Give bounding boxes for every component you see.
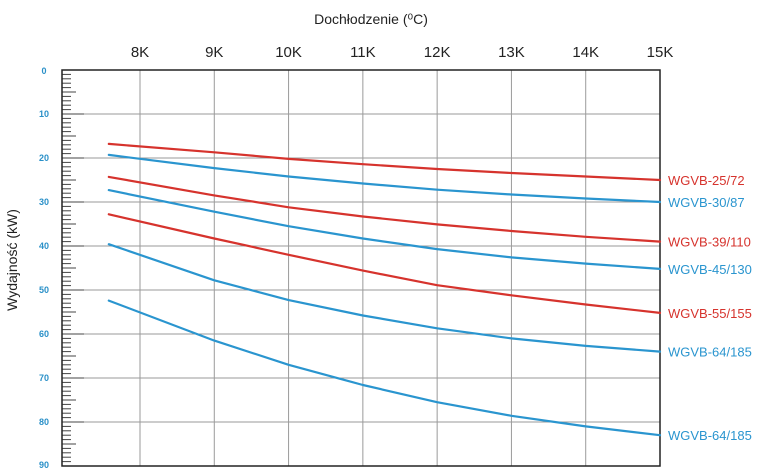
- series-line: [107, 189, 662, 270]
- x-tick-label: 9K: [205, 44, 223, 61]
- x-tick-label: 15K: [647, 44, 674, 61]
- x-tick-label: 11K: [350, 44, 376, 61]
- series-label: WGVB-30/87: [668, 195, 745, 210]
- y-tick-label: 90: [39, 460, 49, 470]
- minor-ticks: [62, 73, 84, 463]
- series-line: [107, 153, 662, 204]
- x-tick-label: 14K: [572, 44, 599, 61]
- y-tick-label: 0: [41, 66, 46, 76]
- series-label: WGVB-39/110: [668, 235, 751, 250]
- y-tick-label: 30: [39, 197, 49, 207]
- y-tick-label: 40: [39, 241, 49, 251]
- x-tick-label: 10K: [275, 44, 302, 61]
- series-line: [107, 243, 662, 353]
- x-axis-ticks: 8K 9K 10K 11K 12K 13K 14K 15K: [131, 44, 674, 61]
- plot-frame: [61, 69, 661, 467]
- series-labels: WGVB-25/72 WGVB-30/87 WGVB-39/110 WGVB-45/1…: [668, 173, 752, 443]
- series-lines: [107, 142, 662, 437]
- grid: [62, 70, 660, 466]
- series-line: [107, 299, 662, 437]
- series-label: WGVB-45/130: [668, 262, 752, 277]
- series-line: [107, 175, 662, 243]
- x-tick-label: 13K: [498, 44, 525, 61]
- y-tick-label: 50: [39, 285, 49, 295]
- y-tick-label: 60: [39, 329, 49, 339]
- y-axis-ticks: 0 10 20 30 40 50 60 70 80 90: [39, 66, 49, 470]
- series-label: WGVB-64/185: [668, 345, 752, 360]
- y-tick-label: 80: [39, 417, 49, 427]
- series-line: [107, 213, 662, 314]
- y-tick-label: 70: [39, 373, 49, 383]
- y-tick-label: 20: [39, 153, 49, 163]
- y-tick-label: 10: [39, 109, 49, 119]
- x-tick-label: 12K: [424, 44, 451, 61]
- series-line: [107, 142, 662, 182]
- series-label: WGVB-25/72: [668, 173, 745, 188]
- y-axis-title: Wydajność (kW): [4, 209, 20, 311]
- x-tick-label: 8K: [131, 44, 149, 61]
- series-label: WGVB-55/155: [668, 306, 752, 321]
- x-axis-title: Dochłodzenie (⁰C): [314, 11, 428, 27]
- series-label: WGVB-64/185: [668, 428, 752, 443]
